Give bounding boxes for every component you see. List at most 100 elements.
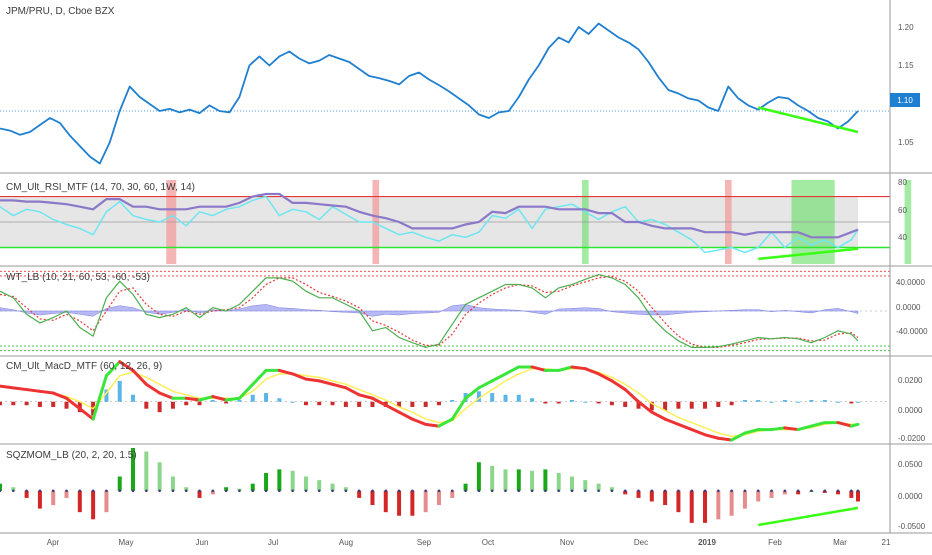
sqz-trendline xyxy=(758,506,859,527)
sqz-dot xyxy=(344,489,348,493)
x-tick-label: Apr xyxy=(47,538,60,547)
macd-pane-title: CM_Ult_MacD_MTF (60, 12, 26, 9) xyxy=(6,361,162,372)
macd-line-segment xyxy=(623,388,641,404)
sqz-dot xyxy=(184,489,188,493)
sqz-momentum-bar xyxy=(370,490,375,506)
sqz-dot xyxy=(411,489,414,493)
macd-histogram-bar xyxy=(157,401,162,413)
sqz-momentum-bar xyxy=(782,490,787,495)
sqz-momentum-bar xyxy=(649,490,654,502)
macd-histogram-bar xyxy=(769,401,774,403)
macd-line-segment xyxy=(277,368,295,376)
macd-histogram-bar xyxy=(583,401,588,403)
macd-histogram-bar xyxy=(330,401,335,406)
macd-histogram-bar xyxy=(543,401,548,404)
macd-histogram-bar xyxy=(649,401,654,411)
macd-histogram-bar xyxy=(703,401,708,409)
rsi-trendline xyxy=(758,247,859,261)
macd-histogram-bar xyxy=(250,394,255,402)
macd-histogram-bar xyxy=(676,401,681,409)
sqz-dot xyxy=(450,489,454,493)
sqz-dot xyxy=(357,489,361,493)
sqz-dot xyxy=(856,489,860,493)
macd-histogram-bar xyxy=(277,398,282,402)
sqz-dot xyxy=(703,489,707,493)
macd-histogram-bar xyxy=(170,401,175,409)
sqz-momentum-bar xyxy=(769,490,774,498)
sqz-dot xyxy=(105,489,108,493)
macd-histogram-bar xyxy=(237,400,242,402)
sqz-dot xyxy=(384,489,388,493)
macd-line-segment xyxy=(570,365,587,371)
sqz-momentum-bar xyxy=(131,448,136,491)
macd-line-segment xyxy=(304,377,321,383)
macd-line-segment xyxy=(397,410,414,421)
sqz-momentum-bar xyxy=(423,490,428,513)
price-last-value: 1.10 xyxy=(897,96,913,105)
macd-line-segment xyxy=(25,388,42,393)
rsi-ytick: 80 xyxy=(898,178,907,187)
sqz-momentum-bar xyxy=(184,487,189,491)
sqz-momentum-bar xyxy=(157,462,162,491)
macd-histogram-bar xyxy=(809,400,814,402)
macd-histogram-bar xyxy=(849,401,854,404)
macd-histogram-bar xyxy=(104,389,109,402)
macd-line-segment xyxy=(184,396,202,402)
sqz-dot xyxy=(118,489,122,493)
macd-line-segment xyxy=(809,421,827,428)
sqz-dot xyxy=(78,489,82,493)
macd-line-segment xyxy=(743,428,760,435)
sqz-dot xyxy=(38,489,42,493)
sqz-dot xyxy=(437,489,441,493)
sqz-momentum-bar xyxy=(410,490,415,516)
macd-line-segment xyxy=(331,382,348,390)
macd-line-segment xyxy=(38,389,55,395)
sqz-dot xyxy=(570,489,574,493)
macd-line-segment xyxy=(131,368,148,386)
macd-histogram-bar xyxy=(609,401,614,406)
sqz-momentum-bar xyxy=(756,490,761,502)
macd-line-segment xyxy=(663,417,680,426)
macd-line-segment xyxy=(424,422,441,428)
sqz-momentum-bar xyxy=(64,490,69,498)
sqz-dot xyxy=(238,489,241,493)
macd-histogram-bar xyxy=(303,401,308,406)
macd-line-segment xyxy=(291,372,308,381)
macd-histogram-bar xyxy=(290,401,295,403)
macd-line-segment xyxy=(78,407,95,421)
sqz-dot xyxy=(637,489,640,493)
sqz-momentum-bar xyxy=(144,451,149,491)
sqz-momentum-bar xyxy=(277,469,282,491)
sqz-dot xyxy=(397,489,401,493)
rsi-pane-title: CM_Ult_RSI_MTF (14, 70, 30, 60, 1W, 14) xyxy=(6,182,195,193)
sqz-dot xyxy=(544,489,547,493)
price-ytick: 1.15 xyxy=(898,61,914,70)
sqz-dot xyxy=(424,489,427,493)
sqz-momentum-bar xyxy=(856,490,860,502)
macd-histogram-bar xyxy=(782,400,787,402)
sqz-momentum-bar xyxy=(224,487,229,491)
rsi-line xyxy=(0,195,859,254)
sqz-dot xyxy=(317,489,321,493)
sqz-momentum-bar xyxy=(676,490,681,513)
macd-line-segment xyxy=(211,395,228,402)
macd-line-segment xyxy=(490,372,507,383)
sqz-momentum-bar xyxy=(663,490,668,506)
sqz-momentum-bar xyxy=(450,490,455,498)
x-tick-label: 21 xyxy=(882,538,891,547)
sqz-dot xyxy=(251,489,255,493)
macd-histogram-bar xyxy=(0,401,2,406)
sqz-momentum-bar xyxy=(197,490,202,498)
sqz-momentum-bar xyxy=(117,476,122,491)
rsi-mtf-line xyxy=(0,192,859,239)
macd-y-axis: 0.0200 0.0000 -0.0200 xyxy=(898,376,926,443)
sqz-momentum-bar xyxy=(796,490,801,495)
sqz-pane-title: SQZMOM_LB (20, 2, 20, 1.5) xyxy=(6,450,137,461)
macd-histogram-bar xyxy=(11,401,16,406)
price-y-axis: 1.20 1.15 1.05 xyxy=(898,23,914,147)
sqz-dot xyxy=(477,489,481,493)
macd-line-segment xyxy=(783,426,800,432)
macd-line-segment xyxy=(690,428,707,437)
sqz-momentum-bar xyxy=(330,483,335,491)
